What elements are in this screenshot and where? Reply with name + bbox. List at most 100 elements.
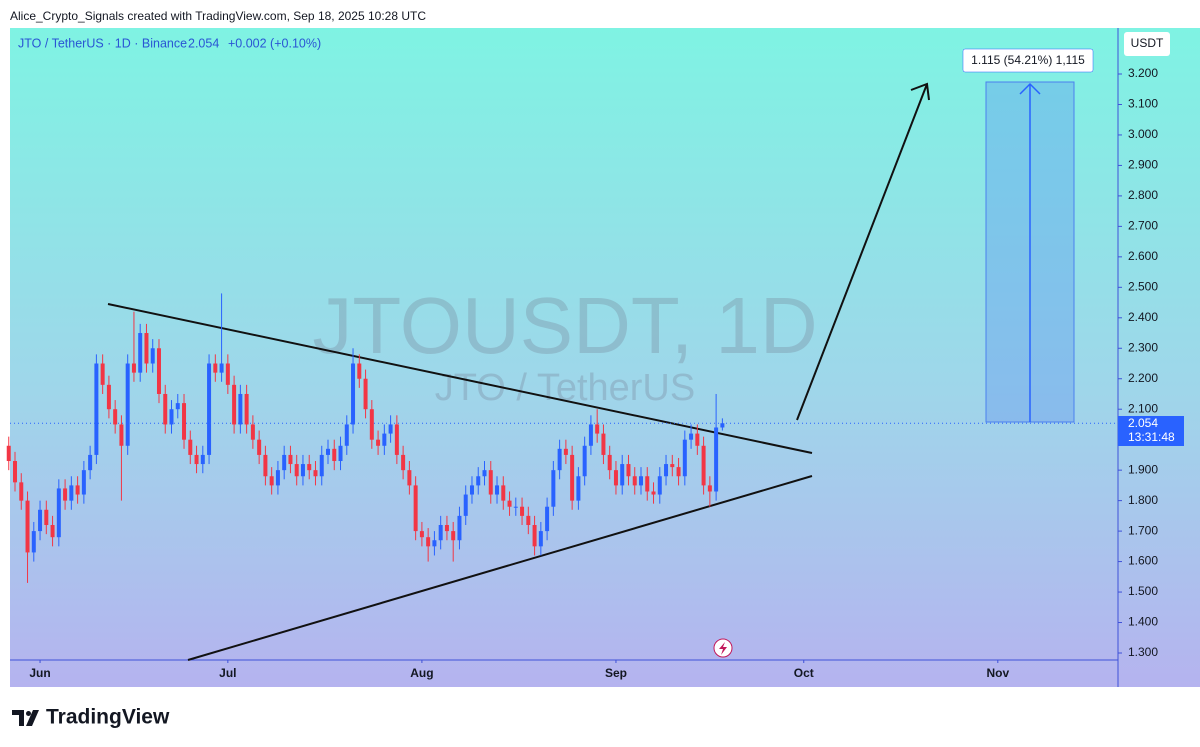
candle-body [613, 470, 618, 486]
candle-body [31, 531, 36, 553]
y-tick-label: 2.800 [1128, 188, 1158, 202]
candle-body [326, 448, 331, 455]
y-tick-label: 3.000 [1128, 127, 1158, 141]
candle-body [131, 363, 136, 373]
x-tick-label: Jul [219, 666, 236, 680]
candle-body [269, 476, 274, 486]
candle-body [651, 491, 656, 495]
candle-body [294, 464, 299, 477]
candle-body [257, 439, 262, 455]
symbol: JTO / TetherUS · 1D · Binance [18, 36, 187, 50]
candle-body [313, 470, 318, 477]
y-tick-label: 3.200 [1128, 66, 1158, 80]
header-price: 2.054 [188, 36, 219, 50]
candle-body [288, 454, 293, 465]
candle-body [138, 333, 143, 373]
y-tick-label: 2.700 [1128, 219, 1158, 233]
candle-body [200, 454, 205, 465]
candle-body [163, 393, 168, 425]
y-tick-label: 1.900 [1128, 462, 1158, 476]
candle-body [113, 409, 118, 425]
candle-body [182, 403, 187, 440]
y-tick-label: 2.200 [1128, 371, 1158, 385]
candle-body [394, 424, 399, 455]
candle-body [175, 403, 180, 410]
measure-label-box [962, 48, 1094, 73]
candle-body [557, 448, 562, 471]
x-tick-label: Nov [986, 666, 1009, 680]
y-tick-label: 2.300 [1128, 340, 1158, 354]
currency[interactable]: USDT [1131, 36, 1164, 50]
candle-body [563, 448, 568, 455]
candle-body [407, 470, 412, 486]
candle-body [626, 464, 631, 477]
candle-body [444, 525, 449, 532]
candle-body [369, 409, 374, 440]
candle-body [150, 348, 155, 364]
x-tick-label: Sep [605, 666, 627, 680]
candle-body [601, 433, 606, 455]
candle-body [44, 509, 49, 526]
candle-body [88, 454, 93, 471]
chart-background [10, 28, 1200, 687]
candle-body [620, 464, 625, 486]
candle-body [156, 348, 161, 394]
candle-body [432, 540, 437, 547]
candle-body [682, 439, 687, 477]
projection-arrow [796, 83, 928, 421]
candle-body [676, 467, 681, 477]
last-price-box [1118, 416, 1184, 446]
candle-body [570, 454, 575, 501]
x-tick-label: Oct [794, 666, 814, 680]
y-tick-label: 2.500 [1128, 279, 1158, 293]
candle-body [457, 515, 462, 541]
candle-body [532, 525, 537, 547]
candle-body [225, 363, 230, 385]
candle-body [576, 476, 581, 501]
candle-body [382, 433, 387, 446]
candle-body [695, 433, 700, 446]
candle-body [300, 464, 305, 477]
candle-body [476, 476, 481, 486]
candle-body [263, 454, 268, 477]
candle-body [19, 482, 24, 501]
candle-body [551, 470, 556, 507]
countdown: 13:31:48 [1128, 430, 1175, 444]
logo-dot [26, 711, 31, 716]
candle-body [632, 476, 637, 486]
candle-body [125, 363, 130, 446]
candle-body [75, 485, 80, 495]
candle-body [207, 363, 212, 455]
currency-box[interactable] [1124, 32, 1170, 56]
candle-body [332, 448, 337, 462]
candle-body [419, 531, 424, 538]
candle-body [25, 500, 30, 553]
candle-body [469, 485, 474, 495]
candle-body [106, 384, 111, 410]
x-tick-label: Aug [410, 666, 433, 680]
candle-body [376, 439, 381, 446]
y-tick-label: 3.100 [1128, 97, 1158, 111]
measure-label: 1.115 (54.21%) 1,115 [971, 53, 1085, 67]
logo-mark [12, 710, 39, 726]
candle-body [714, 427, 719, 492]
candle-body [582, 445, 587, 477]
candle-body [194, 454, 199, 465]
candle-body [463, 494, 468, 516]
upper-trendline [107, 303, 813, 454]
candle-body [169, 409, 174, 425]
candle-body [100, 363, 105, 385]
candle-body [607, 454, 612, 471]
arrow-head [910, 82, 930, 101]
candle-body [488, 470, 493, 495]
candle-body [664, 464, 669, 477]
candle-body [188, 439, 193, 455]
candle-body [81, 470, 86, 495]
candle-body [357, 363, 362, 379]
plot: 1.3001.4001.5001.6001.7001.8001.9002.000… [6, 66, 1158, 680]
y-tick-label: 2.900 [1128, 158, 1158, 172]
last-price-label: 2.054 [1128, 416, 1158, 430]
event-icon-bolt [719, 642, 727, 655]
candle-body [388, 424, 393, 434]
